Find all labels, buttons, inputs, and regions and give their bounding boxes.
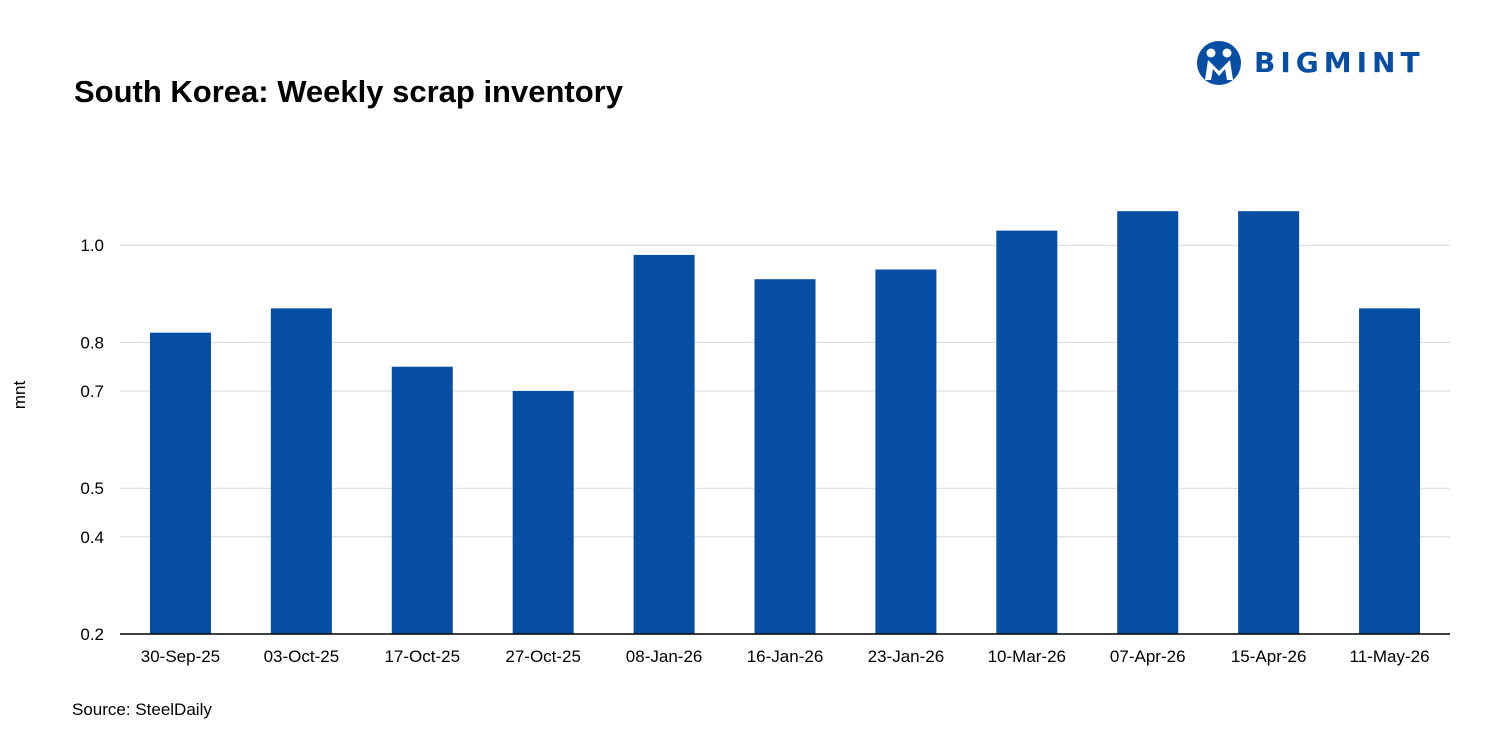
y-tick-label: 1.0 bbox=[80, 236, 104, 255]
y-tick-label: 0.8 bbox=[80, 333, 104, 352]
bar bbox=[512, 391, 574, 634]
bar bbox=[633, 254, 695, 635]
bar bbox=[754, 279, 816, 634]
y-tick-label: 0.2 bbox=[80, 625, 104, 644]
y-tick-label: 0.7 bbox=[80, 382, 104, 401]
chart-title: South Korea: Weekly scrap inventory bbox=[74, 74, 623, 109]
bar bbox=[1359, 308, 1421, 634]
x-tick-label: 17-Oct-25 bbox=[384, 647, 460, 666]
brand-name: BIGMINT bbox=[1254, 46, 1425, 79]
bigmint-logo-icon bbox=[1197, 41, 1241, 85]
x-tick-label: 30-Sep-25 bbox=[141, 647, 220, 666]
bar bbox=[270, 308, 332, 634]
bar bbox=[149, 332, 211, 634]
x-tick-label: 27-Oct-25 bbox=[505, 647, 581, 666]
x-tick-label: 08-Jan-26 bbox=[626, 647, 703, 666]
x-tick-label: 07-Apr-26 bbox=[1110, 647, 1186, 666]
bar bbox=[875, 269, 937, 634]
x-tick-label: 23-Jan-26 bbox=[868, 647, 945, 666]
bar bbox=[996, 230, 1058, 634]
source-note: Source: SteelDaily bbox=[72, 700, 212, 719]
bar bbox=[1117, 211, 1179, 634]
bar bbox=[1238, 211, 1300, 634]
x-tick-label: 11-May-26 bbox=[1350, 647, 1430, 666]
x-tick-label: 03-Oct-25 bbox=[264, 647, 340, 666]
x-tick-label: 10-Mar-26 bbox=[988, 647, 1066, 666]
bar bbox=[391, 366, 453, 634]
x-tick-label: 15-Apr-26 bbox=[1231, 647, 1307, 666]
y-tick-label: 0.4 bbox=[80, 528, 104, 547]
y-tick-label: 0.5 bbox=[80, 479, 104, 498]
bigmint-logo: BIGMINT bbox=[1196, 40, 1446, 86]
x-tick-label: 16-Jan-26 bbox=[747, 647, 824, 666]
